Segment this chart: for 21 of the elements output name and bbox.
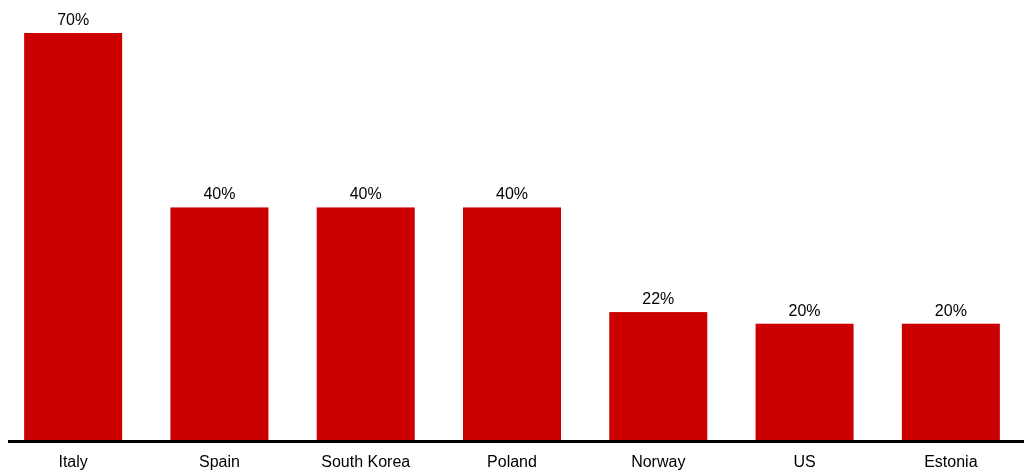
bar	[462, 207, 562, 440]
bar	[901, 323, 1000, 440]
x-tick-label: Italy	[58, 453, 88, 470]
x-tick-label: Poland	[487, 453, 537, 470]
bar	[24, 33, 123, 440]
data-label: 20%	[788, 301, 821, 319]
data-label: 20%	[934, 301, 967, 319]
data-label: 22%	[642, 290, 675, 308]
data-label: 40%	[495, 185, 529, 203]
bar	[609, 312, 708, 440]
x-tick-label: US	[793, 453, 816, 470]
data-label: 40%	[349, 185, 382, 203]
data-label: 70%	[57, 11, 90, 28]
bar	[170, 207, 269, 440]
x-tick-label: Norway	[631, 453, 686, 470]
bar	[755, 323, 854, 440]
data-label: 40%	[203, 185, 236, 203]
x-tick-label: South Korea	[321, 453, 411, 470]
x-tick-label: Estonia	[924, 453, 978, 470]
x-tick-label: Spain	[198, 453, 240, 470]
bar	[316, 207, 415, 440]
